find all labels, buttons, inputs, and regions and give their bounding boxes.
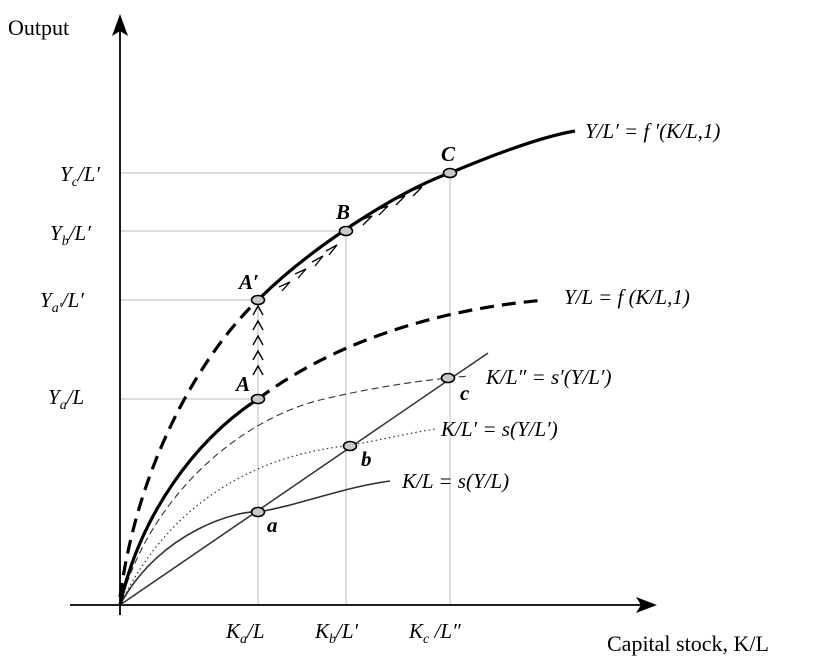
arrow-tick-icon [359,215,373,226]
arrow-tick-icon [278,281,291,292]
label-A: A [234,372,250,396]
ray-line [119,352,489,606]
y-axis-arrow [112,14,128,36]
label-B: B [335,200,350,224]
chevron-icon [252,319,264,331]
arrow-tick-icon [325,244,338,256]
y-tick-yaprime: Ya′/L′ [40,288,84,316]
guide-lines [120,172,451,605]
curve-f-dashed [257,298,546,401]
production-curves [118,129,576,606]
arrow-tick-icon [409,186,423,197]
label-b: b [361,447,372,471]
arrow-tick-icon [392,195,406,206]
label-a: a [267,513,278,537]
point-b [342,440,358,452]
arrow-tick-icon [311,255,324,267]
y-tick-yc: Yc/L′ [60,162,100,190]
label-s-mid: K/L′ = s(Y/L′) [440,417,558,441]
chevron-icon [252,304,264,316]
point-A-prime [250,294,266,306]
label-A-prime: A′ [237,270,259,294]
point-a [250,506,266,518]
label-c: c [460,381,470,405]
point-B [338,225,354,237]
y-tick-yb: Yb/L′ [50,221,91,249]
x-tick-ka: Ka/L [225,619,265,647]
chevron-icon [252,349,264,361]
label-f-prime: Y/L′ = f ′(K/L,1) [585,119,720,143]
axes [70,14,657,615]
x-axis-title: Capital stock, K/L [607,631,769,656]
transition-chevrons [252,304,264,376]
x-tick-kb: Kb/L′ [314,619,359,647]
curve-f-prime-solid [256,129,576,302]
curve-arrows [278,186,423,292]
curve-s [119,480,391,606]
point-c [440,372,456,384]
label-C: C [441,142,456,166]
curve-f-solid [118,397,259,606]
point-C [442,167,458,179]
label-f: Y/L = f (K/L,1) [564,285,690,309]
arrow-tick-icon [294,268,307,279]
curve-s-prime [119,375,471,606]
x-tick-kc: Kc /L″ [408,619,461,647]
curve-s-mid [119,428,436,606]
points [250,167,458,518]
y-axis-title: Output [8,15,69,40]
chevron-icon [252,364,264,376]
point-A [250,393,266,405]
arrow-tick-icon [375,205,389,216]
label-s: K/L = s(Y/L) [401,469,509,493]
y-tick-ya: Ya/L [48,385,84,413]
chevron-icon [252,334,264,346]
x-axis-arrow [636,597,657,613]
label-s-prime: K/L″ = s′(Y/L′) [485,365,611,389]
curve-f-prime-dashed [118,298,260,598]
